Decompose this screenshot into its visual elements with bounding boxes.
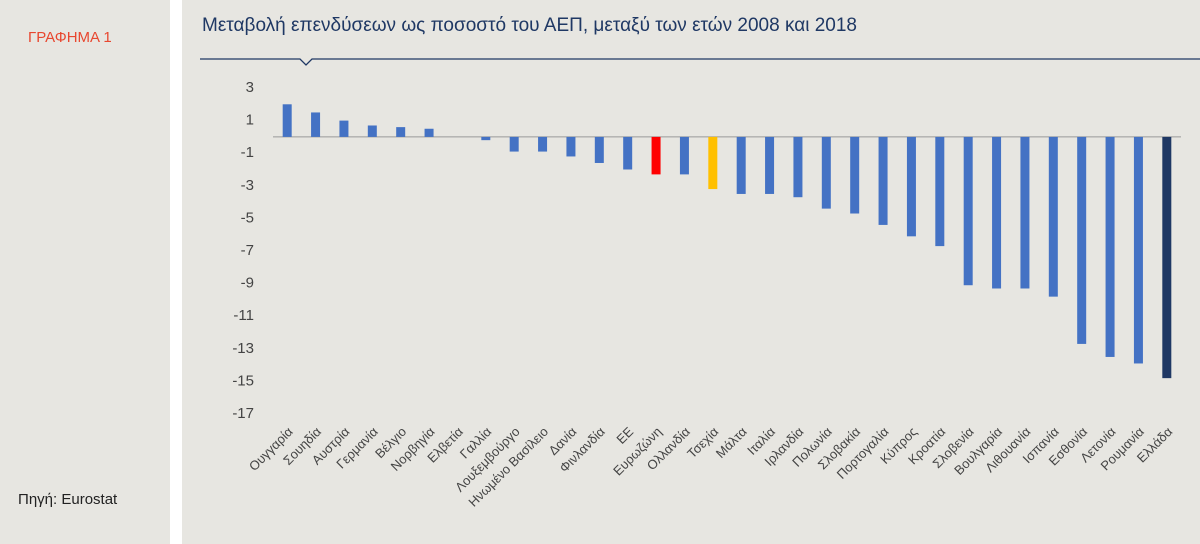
y-tick-label: -3	[241, 177, 254, 194]
y-tick-label: -7	[241, 242, 254, 259]
bar	[765, 136, 775, 194]
y-tick-label: -9	[241, 275, 254, 292]
bar	[481, 136, 491, 141]
bar	[538, 136, 548, 152]
y-tick-label: -5	[241, 209, 254, 226]
bar	[509, 136, 519, 152]
bar	[935, 136, 945, 247]
bar	[282, 104, 292, 137]
bar	[1105, 136, 1115, 357]
bar	[679, 136, 689, 175]
side-panel	[0, 0, 170, 544]
y-tick-label: -17	[232, 405, 254, 422]
bar	[1133, 136, 1143, 364]
figure-label: ΓΡΑΦΗΜΑ 1	[28, 29, 112, 46]
bar	[963, 136, 973, 286]
y-tick-label: -11	[233, 307, 254, 324]
bar	[850, 136, 860, 214]
y-tick-label: -13	[232, 340, 254, 357]
bar	[311, 112, 321, 137]
y-tick-label: -15	[232, 372, 254, 389]
bar	[736, 136, 746, 194]
bar	[566, 136, 576, 157]
bar	[367, 125, 377, 137]
source: Πηγή: Eurostat	[18, 491, 118, 508]
bar	[1048, 136, 1058, 297]
bar	[992, 136, 1002, 289]
bar	[396, 127, 406, 137]
bar	[594, 136, 604, 163]
bar	[708, 136, 718, 190]
bar	[878, 136, 888, 225]
y-tick-label: 3	[246, 79, 254, 96]
bar	[339, 120, 349, 137]
bar	[623, 136, 633, 170]
bar	[906, 136, 916, 237]
y-tick-label: 1	[246, 112, 254, 129]
chart-title: Μεταβολή επενδύσεων ως ποσοστό του ΑΕΠ, …	[202, 15, 857, 36]
bar	[424, 128, 434, 137]
bar	[821, 136, 831, 209]
bar	[1020, 136, 1030, 289]
bar	[1077, 136, 1087, 344]
bar	[1162, 136, 1172, 379]
chart-panel	[182, 0, 1200, 544]
title-rule	[200, 58, 1200, 66]
bar	[793, 136, 803, 198]
y-tick-label: -1	[241, 144, 254, 161]
bar	[651, 136, 661, 175]
